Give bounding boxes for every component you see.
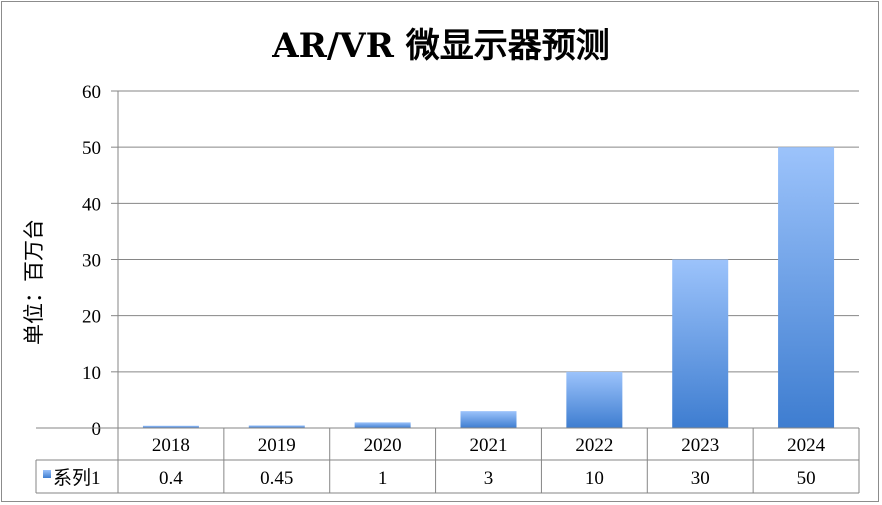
bar-2020 xyxy=(354,422,411,428)
y-tick-label: 0 xyxy=(92,419,102,440)
x-tick-label: 2020 xyxy=(364,435,402,456)
table-value-cell: 1 xyxy=(378,468,388,489)
y-tick-label: 10 xyxy=(82,363,101,384)
chart-title: AR/VR 微显示器预测 xyxy=(272,26,610,66)
y-tick-label: 40 xyxy=(82,194,101,215)
table-value-cell: 10 xyxy=(585,468,604,489)
x-tick-label: 2024 xyxy=(787,435,826,456)
bar-2021 xyxy=(460,411,517,428)
legend-key xyxy=(43,470,51,478)
x-tick-label: 2018 xyxy=(152,435,190,456)
legend-series-label: 系列1 xyxy=(53,467,101,489)
table-value-cell: 3 xyxy=(484,468,494,489)
x-tick-label: 2021 xyxy=(470,435,508,456)
table-value-cell: 0.4 xyxy=(159,468,183,489)
bar-2018 xyxy=(142,425,199,428)
bar-2019 xyxy=(248,425,305,428)
bar-2024 xyxy=(778,147,835,428)
y-tick-label: 30 xyxy=(82,251,101,272)
x-tick-label: 2019 xyxy=(258,435,296,456)
y-tick-label: 20 xyxy=(82,307,101,328)
table-value-cell: 0.45 xyxy=(260,468,293,489)
table-value-cell: 50 xyxy=(797,468,816,489)
y-tick-label: 60 xyxy=(82,82,101,103)
y-tick-label: 50 xyxy=(82,138,101,159)
bar-2022 xyxy=(566,371,623,428)
table-value-cell: 30 xyxy=(691,468,710,489)
x-tick-label: 2023 xyxy=(681,435,719,456)
bar-2023 xyxy=(672,259,729,428)
x-tick-label: 2022 xyxy=(575,435,613,456)
